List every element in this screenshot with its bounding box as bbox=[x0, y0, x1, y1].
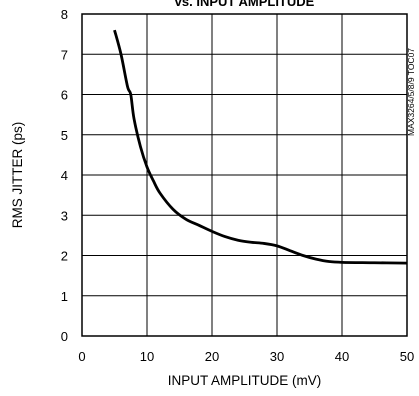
y-tick-label: 7 bbox=[61, 47, 68, 62]
figure-code: MAX3264/5/8/9 TOC07 bbox=[406, 48, 416, 136]
y-tick-label: 1 bbox=[61, 289, 68, 304]
y-tick-label: 8 bbox=[61, 7, 68, 22]
y-tick-label: 4 bbox=[61, 168, 68, 183]
y-tick-label: 5 bbox=[61, 128, 68, 143]
y-tick-label: 0 bbox=[61, 329, 68, 344]
series-line-rms-jitter bbox=[113, 29, 408, 265]
x-tick-label: 30 bbox=[270, 349, 284, 364]
x-axis-label: INPUT AMPLITUDE (mV) bbox=[168, 373, 322, 388]
x-tick-label: 20 bbox=[205, 349, 219, 364]
y-tick-labels: 0 1 2 3 4 5 6 7 8 bbox=[61, 7, 68, 344]
series-group bbox=[113, 29, 408, 265]
x-tick-label: 40 bbox=[335, 349, 349, 364]
x-tick-label: 0 bbox=[78, 349, 85, 364]
x-tick-label: 50 bbox=[400, 349, 414, 364]
plot-frame bbox=[81, 13, 408, 337]
grid-lines bbox=[81, 13, 408, 337]
x-tick-labels: 0 10 20 30 40 50 bbox=[78, 349, 414, 364]
y-tick-label: 6 bbox=[61, 88, 68, 103]
y-axis-label: RMS JITTER (ps) bbox=[10, 122, 25, 229]
y-tick-label: 2 bbox=[61, 249, 68, 264]
chart-title: vs. INPUT AMPLITUDE bbox=[175, 0, 315, 9]
y-tick-label: 3 bbox=[61, 208, 68, 223]
x-tick-label: 10 bbox=[140, 349, 154, 364]
